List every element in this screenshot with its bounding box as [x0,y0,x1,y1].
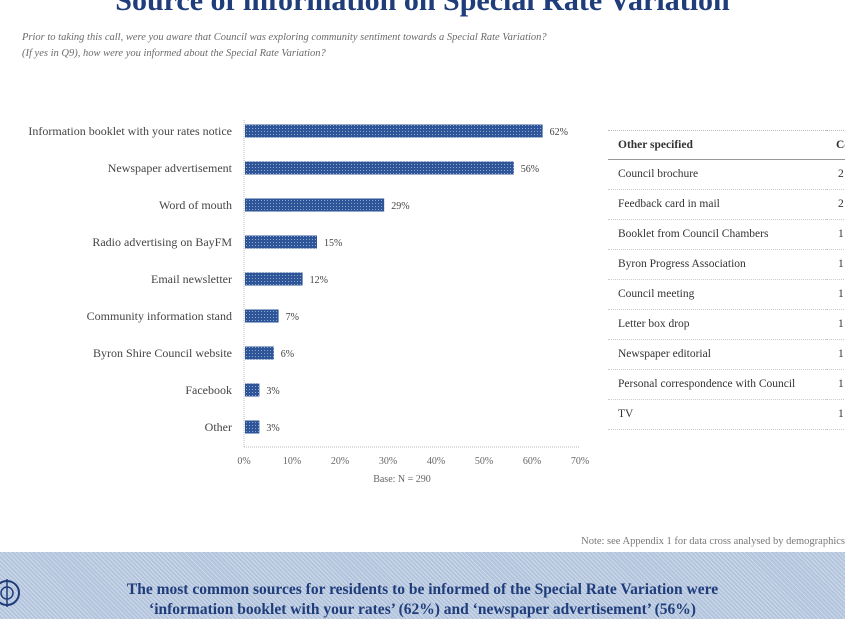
table-row: Booklet from Council Chambers 1 [608,219,845,250]
table-cell-label: Personal correspondence with Council [608,369,826,400]
x-axis-label: Base: N = 290 [373,474,431,485]
table-cell-count: 1 [826,399,845,430]
table-header-count: Count [826,130,845,160]
data-label: 3% [266,386,279,397]
bar [245,272,303,286]
data-label: 62% [550,127,568,138]
table-row: TV 1 [608,399,845,430]
banner-line-2: ‘information booklet with your rates’ (6… [149,601,696,618]
other-specified-table: Other specified Count Council brochure2F… [608,130,845,430]
table-row: Council meeting 1 [608,279,845,310]
tick-label: 60% [523,456,541,467]
data-label: 29% [391,201,409,212]
table-row: Byron Progress Association 1 [608,249,845,280]
table-cell-label: Letter box drop [608,309,826,340]
bar [245,161,514,175]
bar [245,235,317,249]
category-label: Facebook [185,383,232,397]
table-cell-count: 1 [826,219,845,250]
compass-logo-icon [0,579,20,607]
table-row: Council brochure 2 [608,159,845,190]
question-followup-text: (If yes in Q9), how were you informed ab… [22,48,326,59]
category-label: Information booklet with your rates noti… [28,124,232,138]
table-row: Letter box drop 1 [608,309,845,340]
table-cell-label: Council meeting [608,279,826,310]
banner-line-1: The most common sources for residents to… [126,581,719,598]
tick-label: 10% [283,456,301,467]
data-label: 6% [281,349,294,360]
data-label: 3% [266,423,279,434]
tick-label: 0% [237,456,250,467]
tick-label: 30% [379,456,397,467]
table-cell-label: TV [608,399,826,430]
bar-chart: Information booklet with your rates noti… [28,120,589,485]
table-row: Newspaper editorial 1 [608,339,845,370]
table-cell-label: Council brochure [608,159,826,190]
page-title: Source of information on Special Rate Va… [115,0,730,17]
category-label: Radio advertising on BayFM [92,235,232,249]
table-cell-count: 2 [826,159,845,190]
data-label: 12% [310,275,328,286]
table-row: Feedback card in mail 2 [608,189,845,220]
tick-label: 40% [427,456,445,467]
banner-summary-text: The most common sources for residents to… [0,580,845,620]
category-label: Newspaper advertisement [108,161,233,175]
table-cell-count: 1 [826,369,845,400]
category-label: Other [205,420,232,434]
data-label: 15% [324,238,342,249]
question-text: Prior to taking this call, were you awar… [22,32,547,43]
tick-label: 20% [331,456,349,467]
category-label: Community information stand [87,309,232,323]
bar [245,420,260,434]
summary-banner: The most common sources for residents to… [0,552,845,619]
bar [245,383,260,397]
bar [245,346,274,360]
appendix-note: Note: see Appendix 1 for data cross anal… [581,536,845,547]
bar [245,309,279,323]
table-cell-count: 1 [826,309,845,340]
table-row: Personal correspondence with Council 1 [608,369,845,400]
category-label: Email newsletter [151,272,232,286]
category-label: Word of mouth [159,198,232,212]
category-label: Byron Shire Council website [93,346,232,360]
table-cell-label: Byron Progress Association [608,249,826,280]
bar [245,124,543,138]
data-label: 7% [286,312,299,323]
table-cell-count: 2 [826,189,845,220]
table-cell-count: 1 [826,249,845,280]
table-cell-label: Booklet from Council Chambers [608,219,826,250]
table-header-other: Other specified [608,130,826,160]
table-cell-label: Newspaper editorial [608,339,826,370]
tick-label: 70% [571,456,589,467]
table-cell-count: 1 [826,339,845,370]
table-cell-label: Feedback card in mail [608,189,826,220]
tick-label: 50% [475,456,493,467]
data-label: 56% [521,164,539,175]
bar [245,198,385,212]
table-cell-count: 1 [826,279,845,310]
table-header-row: Other specified Count [608,130,845,160]
